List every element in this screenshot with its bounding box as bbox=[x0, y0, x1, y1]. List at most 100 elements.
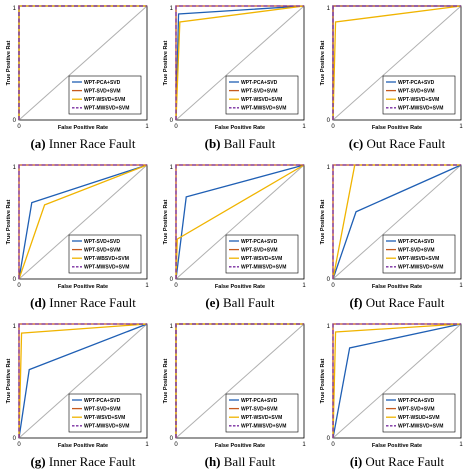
y-axis-label: True Positive Rat bbox=[163, 200, 169, 245]
chance-diagonal bbox=[18, 5, 148, 121]
roc-panel-a: 0 1 0 1 False Positive Rate True Positive Rat… bbox=[6, 5, 149, 151]
chance-diagonal bbox=[175, 164, 305, 280]
caption-text: Ball Fault bbox=[221, 454, 276, 469]
y-tick-label-0: 0 bbox=[13, 436, 17, 442]
legend-label-1: WPT-PCA+SVD bbox=[398, 239, 435, 245]
caption-text: Out Race Fault bbox=[362, 454, 444, 469]
legend-label-3: WPT-WSVD+SVM bbox=[241, 256, 282, 262]
x-tick-label-1: 1 bbox=[459, 124, 463, 130]
legend: WPT-PCA+SVD WPT-SVD+SVM WPT-WSVD+SVM WPT-MW… bbox=[225, 393, 299, 433]
legend-label-3: WPT-WSUD+SVM bbox=[398, 415, 440, 421]
panel-caption: (f) Out Race Fault bbox=[350, 295, 445, 310]
y-tick-label-0: 0 bbox=[327, 118, 331, 124]
x-tick-label-0: 0 bbox=[174, 442, 178, 448]
series-line-4 bbox=[18, 323, 147, 438]
caption-text: Ball Fault bbox=[220, 295, 275, 310]
caption-letter: (a) bbox=[30, 136, 45, 151]
chance-diagonal bbox=[332, 5, 462, 121]
legend-label-3: WPT-WSVD+SVM bbox=[398, 256, 439, 262]
series-line-4 bbox=[332, 5, 461, 120]
caption-text: Out Race Fault bbox=[363, 295, 445, 310]
chance-diagonal bbox=[332, 164, 462, 280]
legend-label-2: WPT-SVD+SVM bbox=[241, 88, 278, 94]
legend-label-4: WPT-MWSVD+SVM bbox=[398, 424, 443, 430]
legend-label-1: WPT-PCA+SVD bbox=[241, 80, 278, 86]
legend-label-1: WPT-PCA+SVD bbox=[241, 398, 278, 404]
panel-caption: (d) Inner Race Fault bbox=[30, 295, 136, 310]
legend: WPT-PCA+SVD WPT-SVD+SVM WPT-WSUD+SVM WPT-MW… bbox=[382, 393, 456, 433]
series-line-4 bbox=[332, 323, 461, 438]
legend-label-4: WPT-MWSVD+SVM bbox=[398, 265, 443, 271]
legend-label-3: WPT-WBSVD+SVM bbox=[84, 256, 129, 262]
legend: WPT-PCA+SVD WPT-SVD+SVM WPT-WSVD+SVM WPT-MW… bbox=[382, 234, 456, 274]
legend-label-3: WPT-WSVD+SVM bbox=[241, 97, 282, 103]
y-tick-label-1: 1 bbox=[327, 324, 331, 330]
legend-label-2: WPT-SVD+SVM bbox=[398, 247, 435, 253]
panel-caption: (i) Out Race Fault bbox=[350, 454, 445, 469]
legend-label-3: WPT-WSVD+SVM bbox=[84, 97, 125, 103]
x-tick-label-0: 0 bbox=[331, 442, 335, 448]
y-axis-label: True Positive Rat bbox=[6, 41, 12, 86]
legend-label-4: WPT-MWSVD+SVM bbox=[84, 106, 129, 112]
x-tick-label-1: 1 bbox=[302, 124, 306, 130]
caption-letter: (e) bbox=[205, 295, 219, 310]
x-axis-label: False Positive Rate bbox=[372, 443, 422, 449]
series-line-3 bbox=[18, 164, 148, 280]
series-line-3 bbox=[18, 323, 148, 439]
roc-panel-d: 0 1 0 1 False Positive Rate True Positive Rat… bbox=[6, 164, 149, 310]
roc-panel-g: 0 1 0 1 False Positive Rate True Positive Rat… bbox=[6, 323, 149, 469]
legend: WPT-PCA+SVD WPT-SVD+SVM WPT-WSVD+SVM WPT-MW… bbox=[225, 75, 299, 115]
y-axis-label: True Positive Rat bbox=[320, 200, 326, 245]
series-line-1 bbox=[18, 323, 148, 439]
panel-caption: (e) Ball Fault bbox=[205, 295, 275, 310]
chance-diagonal bbox=[175, 323, 305, 439]
series-line-1 bbox=[332, 323, 462, 439]
chance-diagonal bbox=[175, 5, 305, 121]
legend-label-2: WPT-SVD+SVM bbox=[398, 88, 435, 94]
series-line-4 bbox=[332, 164, 461, 279]
legend-label-2: WPT-SVD+SVM bbox=[241, 247, 278, 253]
legend: WPT-PCA+SVD WPT-SVD+SVM WPT-WSVD+SVM WPT-MW… bbox=[68, 75, 142, 115]
y-axis-label: True Positive Rat bbox=[320, 41, 326, 86]
series-line-4 bbox=[175, 164, 304, 279]
y-tick-label-1: 1 bbox=[327, 6, 331, 12]
x-axis-label: False Positive Rate bbox=[215, 284, 265, 290]
y-axis-label: True Positive Rat bbox=[6, 200, 12, 245]
x-axis-label: False Positive Rate bbox=[58, 443, 108, 449]
legend-label-4: WPT-MWSVD+SVM bbox=[241, 424, 286, 430]
x-tick-label-0: 0 bbox=[331, 124, 335, 130]
x-tick-label-0: 0 bbox=[17, 124, 21, 130]
roc-panel-c: 0 1 0 1 False Positive Rate True Positive Rat… bbox=[320, 5, 463, 151]
panel-caption: (g) Inner Race Fault bbox=[30, 454, 135, 469]
x-tick-label-1: 1 bbox=[145, 442, 149, 448]
x-axis-label: False Positive Rate bbox=[215, 443, 265, 449]
series-line-1 bbox=[18, 164, 148, 280]
caption-letter: (f) bbox=[350, 295, 363, 310]
roc-panel-i: 0 1 0 1 False Positive Rate True Positive Rat… bbox=[320, 323, 463, 469]
roc-panel-f: 0 1 0 1 False Positive Rate True Positive Rat… bbox=[320, 164, 463, 310]
y-tick-label-0: 0 bbox=[170, 436, 174, 442]
legend: WPT-SVD+SVD WPT-SVD+SVM WPT-WBSVD+SVM WPT-M… bbox=[68, 234, 142, 274]
legend-label-1: WPT-PCA+SVD bbox=[398, 398, 435, 404]
legend: WPT-PCA+SVD WPT-SVD+SVM WPT-WSVD+SVM WPT-MW… bbox=[382, 75, 456, 115]
caption-letter: (c) bbox=[349, 136, 363, 151]
legend: WPT-PCA+SVD WPT-SVD+SVM WPT-WSVD+SVM WPT-MW… bbox=[68, 393, 142, 433]
panel-caption: (h) Ball Fault bbox=[205, 454, 276, 469]
y-tick-label-1: 1 bbox=[170, 324, 174, 330]
chance-diagonal bbox=[18, 164, 148, 280]
y-tick-label-0: 0 bbox=[327, 436, 331, 442]
y-axis-label: True Positive Rat bbox=[163, 359, 169, 404]
series-line-3 bbox=[332, 323, 462, 439]
legend-label-2: WPT-SVD+SVM bbox=[84, 406, 121, 412]
legend-label-2: WPT-SVD+SVM bbox=[398, 406, 435, 412]
chance-diagonal bbox=[18, 323, 148, 439]
caption-letter: (b) bbox=[205, 136, 221, 151]
legend-label-2: WPT-SVD+SVM bbox=[241, 406, 278, 412]
x-tick-label-1: 1 bbox=[302, 283, 306, 289]
legend-label-2: WPT-SVD+SVM bbox=[84, 247, 121, 253]
series-line-4 bbox=[18, 164, 147, 279]
series-line-4 bbox=[18, 5, 147, 120]
x-tick-label-0: 0 bbox=[17, 283, 21, 289]
caption-letter: (h) bbox=[205, 454, 221, 469]
legend-label-4: WPT-MWSVD+SVM bbox=[398, 106, 443, 112]
